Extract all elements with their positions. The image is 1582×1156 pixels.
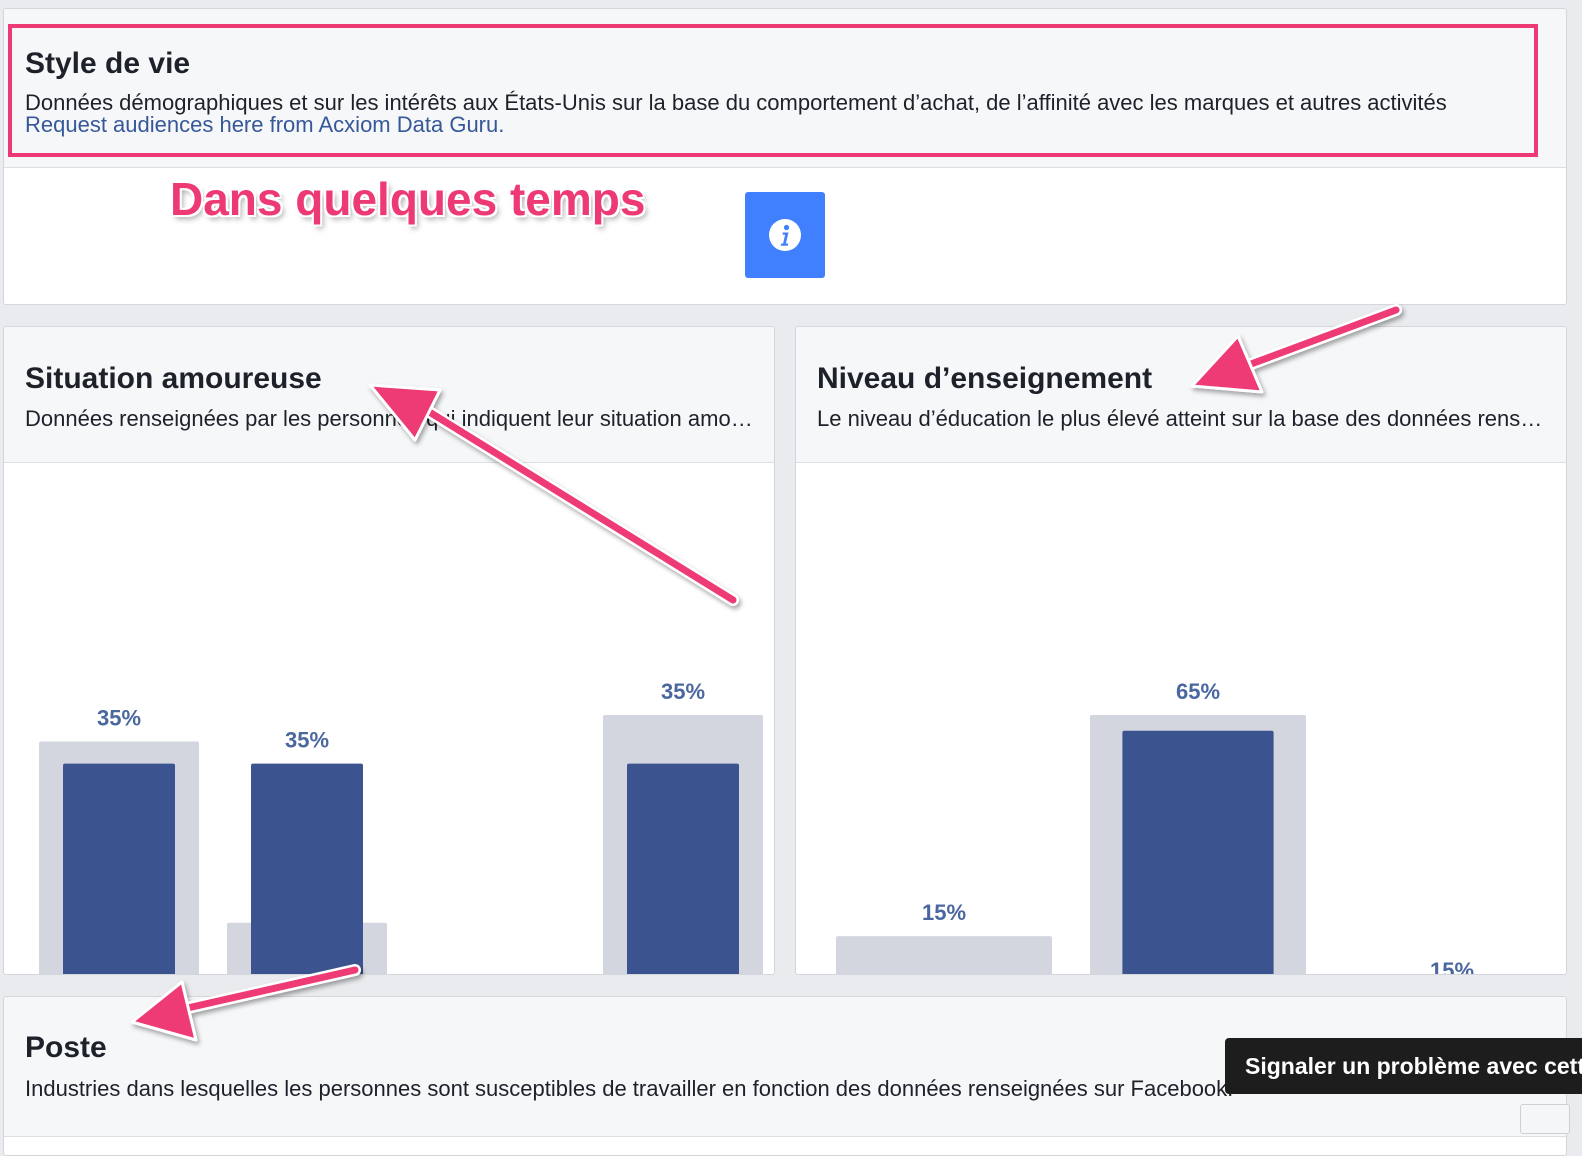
corner-button[interactable] — [1520, 1104, 1570, 1134]
acxiom-request-link[interactable]: Request audiences here from Acxiom Data … — [25, 112, 505, 137]
relationship-value-label: 35% — [97, 706, 141, 731]
lifestyle-card-header: Style de vie Données démographiques et s… — [4, 9, 1566, 168]
education-chart: 15%Lycée-42%65%Université-4%15%Troisième… — [836, 679, 1474, 975]
education-bg-bar — [836, 936, 1052, 974]
relationship-value-label: 35% — [285, 728, 329, 753]
relationship-value-label: 35% — [661, 679, 705, 704]
lifestyle-title: Style de vie — [25, 47, 191, 80]
relationship-bar — [63, 763, 175, 974]
relationship-card-header: Situation amoureuse Données renseignées … — [4, 327, 774, 463]
education-title: Niveau d’enseignement — [817, 362, 1153, 395]
report-problem-tooltip[interactable]: Signaler un problème avec cette page — [1225, 1038, 1582, 1094]
annotation-text: Dans quelques temps — [170, 173, 646, 225]
info-icon — [769, 219, 801, 251]
education-value-label: 65% — [1176, 679, 1220, 704]
education-value-label: 15% — [922, 900, 966, 925]
education-card: Niveau d’enseignement Le niveau d’éducat… — [795, 326, 1567, 975]
relationship-bar — [251, 763, 363, 974]
relationship-description: Données renseignées par les personnes qu… — [25, 406, 755, 431]
relationship-card: Situation amoureuse Données renseignées … — [3, 326, 775, 975]
education-bar — [1122, 730, 1274, 974]
education-card-header: Niveau d’enseignement Le niveau d’éducat… — [796, 327, 1566, 463]
poste-title: Poste — [25, 1031, 107, 1064]
relationship-title: Situation amoureuse — [25, 362, 322, 395]
info-button[interactable] — [745, 192, 825, 278]
relationship-bar — [627, 763, 739, 974]
report-problem-text: Signaler un problème avec cette page — [1245, 1052, 1582, 1079]
relationship-chart: 35%Célibataire-7%35%En couple+103%0%Fian… — [39, 679, 763, 974]
education-description: Le niveau d’éducation le plus élevé atte… — [817, 406, 1547, 431]
education-value-label: 15% — [1430, 958, 1474, 975]
